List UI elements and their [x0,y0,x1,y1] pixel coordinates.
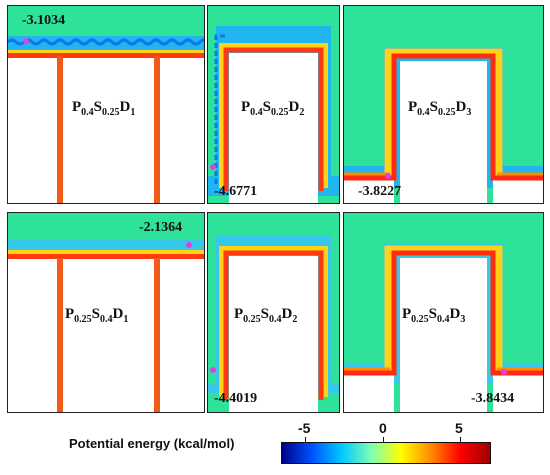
colorbar-tick-label: 0 [379,420,387,436]
min-energy-value: -4.4019 [214,391,258,406]
min-energy-value: -3.1034 [22,13,66,28]
panel-label: P0.25S0.4D2 [234,306,298,325]
colorbar-tick-label: 5 [455,420,463,436]
min-energy-value: -3.8227 [358,184,402,199]
colorbar-caption: Potential energy (kcal/mol) [69,436,235,451]
colorbar-tick-mark [383,437,384,442]
energy-map-d2 [208,6,339,203]
panel-label: P0.25S0.4D3 [402,306,466,325]
panel-p025-s04-d3: P0.25S0.4D3 -3.8434 [343,212,544,413]
energy-map-d1 [8,213,204,412]
energy-map-d3 [344,213,543,412]
energy-map-d1 [8,6,204,203]
panel-p04-s025-d1: -3.1034 P0.4S0.25D1 [7,5,205,204]
min-energy-value: -3.8434 [471,391,515,406]
min-energy-value: -4.6771 [214,184,258,199]
panel-p025-s04-d2: P0.25S0.4D2 -4.4019 [207,212,340,413]
energy-map-d2 [208,213,339,412]
colorbar-gradient [281,442,491,464]
panel-label: P0.4S0.25D3 [408,99,472,118]
min-energy-value: -2.1364 [139,220,183,235]
panel-label: P0.4S0.25D1 [72,99,136,118]
panel-label: P0.25S0.4D1 [65,306,129,325]
colorbar-tick-mark [305,437,306,442]
panel-p025-s04-d1: -2.1364 P0.25S0.4D1 [7,212,205,413]
energy-map-d3 [344,6,543,203]
colorbar-tick-label: -5 [298,420,311,436]
panel-label: P0.4S0.25D2 [241,99,305,118]
panel-p04-s025-d2: P0.4S0.25D2 -4.6771 [207,5,340,204]
colorbar-tick-mark [460,437,461,442]
panel-p04-s025-d3: P0.4S0.25D3 -3.8227 [343,5,544,204]
